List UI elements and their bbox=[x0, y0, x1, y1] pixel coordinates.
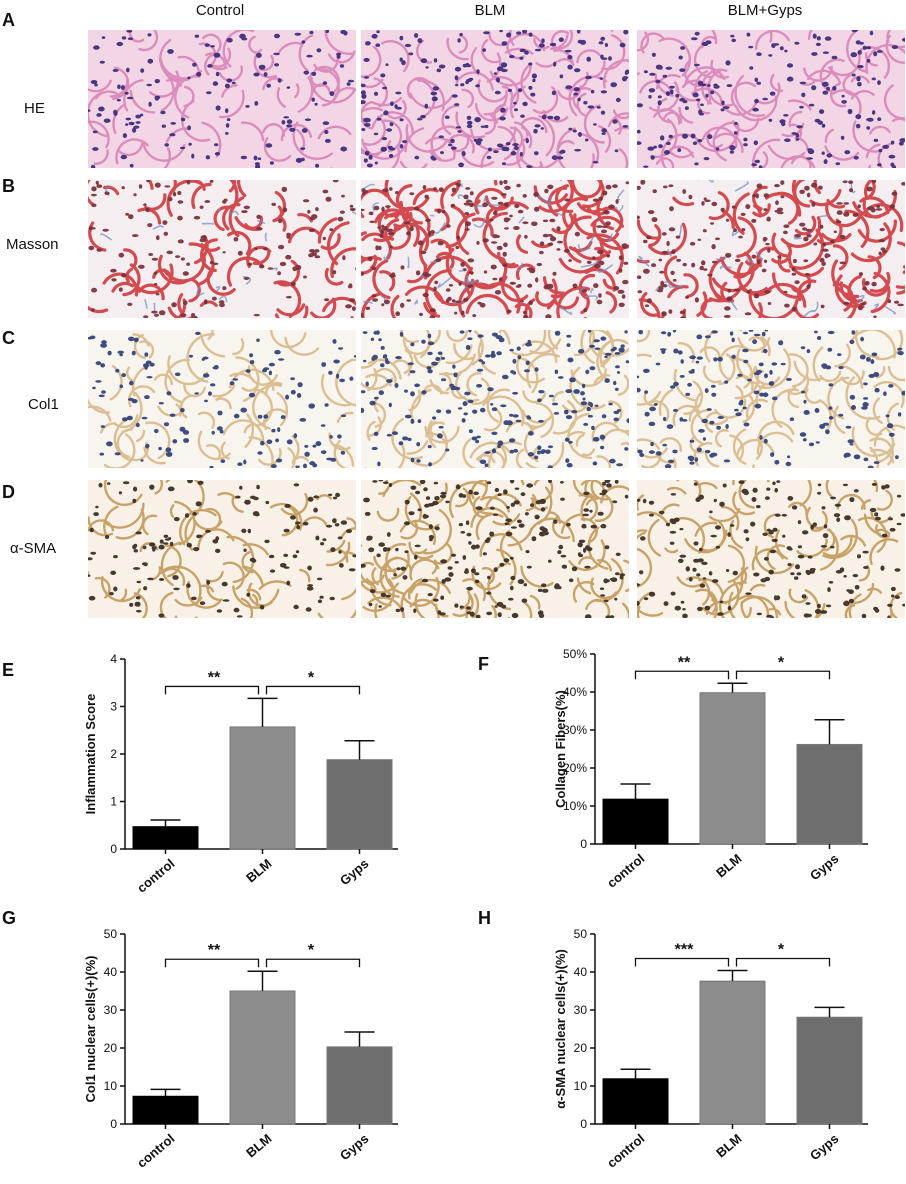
x-tick-label: control bbox=[134, 856, 177, 896]
panel-letter-e: E bbox=[2, 660, 15, 680]
bar-blm bbox=[229, 726, 296, 850]
significance-label: *** bbox=[675, 941, 694, 958]
significance-label: * bbox=[778, 654, 785, 671]
micrograph-he-1 bbox=[88, 30, 356, 168]
significance-label: * bbox=[778, 941, 785, 958]
significance-label: * bbox=[308, 942, 315, 959]
y-tick-label: 50 bbox=[574, 927, 588, 941]
bar-control bbox=[132, 826, 199, 850]
panel-letter-b: B bbox=[2, 176, 15, 196]
x-tick-label: Gyps bbox=[337, 856, 372, 888]
y-tick-label: 40 bbox=[104, 965, 118, 979]
panel-letter-c: C bbox=[2, 328, 15, 348]
x-tick-label: control bbox=[604, 851, 647, 891]
panel-letter-h: H bbox=[478, 908, 491, 928]
micrograph-col1-3 bbox=[637, 330, 905, 468]
x-tick-label: BLM bbox=[713, 851, 744, 881]
stain-label-masson: Masson bbox=[6, 236, 59, 253]
y-tick-label: 0 bbox=[580, 837, 587, 851]
column-header-blm: BLM bbox=[474, 2, 506, 19]
chart-col1-nuclear-cells: Col1 nuclear cells(+)(%) 0 10 20 30 40 50 contr… bbox=[0, 920, 430, 1180]
micrograph-masson-2 bbox=[361, 180, 629, 318]
significance-bracket bbox=[634, 957, 730, 967]
significance-label: * bbox=[308, 669, 315, 686]
y-tick-label: 10% bbox=[563, 799, 587, 813]
column-header-control: Control bbox=[195, 2, 245, 19]
x-tick-label: Gyps bbox=[807, 851, 842, 883]
bar-control bbox=[602, 1078, 669, 1125]
y-tick-label: 30% bbox=[563, 723, 587, 737]
bar-control bbox=[132, 1095, 199, 1125]
y-tick-label: 1 bbox=[110, 795, 117, 809]
micrograph-col1-1 bbox=[88, 330, 356, 468]
column-header-blm-gyps: BLM+Gyps bbox=[727, 2, 803, 19]
stain-label-asma: α-SMA bbox=[10, 540, 57, 557]
y-tick-label: 30 bbox=[104, 1003, 118, 1017]
y-axis-label: Collagen Fibers(%) bbox=[553, 690, 568, 808]
panel-letter-g: G bbox=[2, 908, 17, 928]
significance-bracket bbox=[164, 685, 260, 695]
y-tick-label: 3 bbox=[110, 700, 117, 714]
x-tick-label: BLM bbox=[243, 856, 274, 886]
chart-inflammation-score: Inflammation Score 0 1 2 3 4 control BLM Gyps ** * bbox=[0, 645, 430, 905]
significance-label: ** bbox=[208, 669, 221, 686]
bar-gyps bbox=[796, 1016, 863, 1125]
y-tick-label: 0 bbox=[110, 1117, 117, 1131]
y-tick-label: 20 bbox=[574, 1041, 588, 1055]
micrograph-masson-1 bbox=[88, 180, 356, 318]
y-tick-label: 0 bbox=[580, 1117, 587, 1131]
x-tick-label: control bbox=[134, 1131, 177, 1171]
y-tick-label: 50 bbox=[104, 927, 118, 941]
significance-label: ** bbox=[208, 942, 221, 959]
y-tick-label: 10 bbox=[574, 1079, 588, 1093]
y-tick-label: 20% bbox=[563, 761, 587, 775]
bar-gyps bbox=[796, 743, 863, 845]
micrograph-he-3 bbox=[637, 30, 905, 168]
significance-bracket bbox=[265, 958, 361, 968]
significance-bracket bbox=[735, 670, 831, 680]
y-tick-label: 2 bbox=[110, 747, 117, 761]
y-axis-label: α-SMA nuclear cells(+)(%) bbox=[553, 949, 568, 1109]
micrograph-he-2 bbox=[361, 30, 629, 168]
bar-blm bbox=[699, 692, 766, 845]
x-tick-label: BLM bbox=[713, 1131, 744, 1161]
y-tick-label: 20 bbox=[104, 1041, 118, 1055]
micrograph-sma-3 bbox=[637, 480, 905, 618]
y-axis-label: Inflammation Score bbox=[83, 694, 98, 815]
bar-blm bbox=[699, 980, 766, 1125]
chart-collagen-fibers: Collagen Fibers(%) 0 10% 20% 30% 40% 50% contro… bbox=[470, 640, 900, 900]
y-axis-label: Col1 nuclear cells(+)(%) bbox=[83, 955, 98, 1102]
significance-bracket bbox=[265, 685, 361, 695]
y-tick-label: 10 bbox=[104, 1079, 118, 1093]
x-tick-label: Gyps bbox=[337, 1131, 372, 1163]
bar-control bbox=[602, 798, 669, 845]
bar-gyps bbox=[326, 759, 393, 850]
micrograph-sma-2 bbox=[361, 480, 629, 618]
y-tick-label: 40% bbox=[563, 685, 587, 699]
x-tick-label: Gyps bbox=[807, 1131, 842, 1163]
significance-bracket bbox=[164, 958, 260, 968]
y-tick-label: 4 bbox=[110, 652, 117, 666]
significance-bracket bbox=[735, 957, 831, 967]
micrograph-sma-1 bbox=[88, 480, 356, 618]
y-tick-label: 50% bbox=[563, 647, 587, 661]
panel-letter-d: D bbox=[2, 482, 15, 502]
bar-blm bbox=[229, 990, 296, 1125]
panel-letter-a: A bbox=[2, 10, 15, 30]
y-tick-label: 30 bbox=[574, 1003, 588, 1017]
y-tick-label: 0 bbox=[110, 842, 117, 856]
micrograph-masson-3 bbox=[637, 180, 905, 318]
bar-gyps bbox=[326, 1046, 393, 1125]
panel-letter-f: F bbox=[478, 654, 489, 674]
stain-label-he: HE bbox=[24, 100, 45, 117]
significance-label: ** bbox=[678, 654, 691, 671]
x-tick-label: BLM bbox=[243, 1131, 274, 1161]
significance-bracket bbox=[634, 670, 730, 680]
chart-asma-nuclear-cells: α-SMA nuclear cells(+)(%) 0 10 20 30 40 50 cont… bbox=[470, 920, 900, 1180]
x-tick-label: control bbox=[604, 1131, 647, 1171]
y-tick-label: 40 bbox=[574, 965, 588, 979]
stain-label-col1: Col1 bbox=[28, 396, 59, 413]
micrograph-col1-2 bbox=[361, 330, 629, 468]
